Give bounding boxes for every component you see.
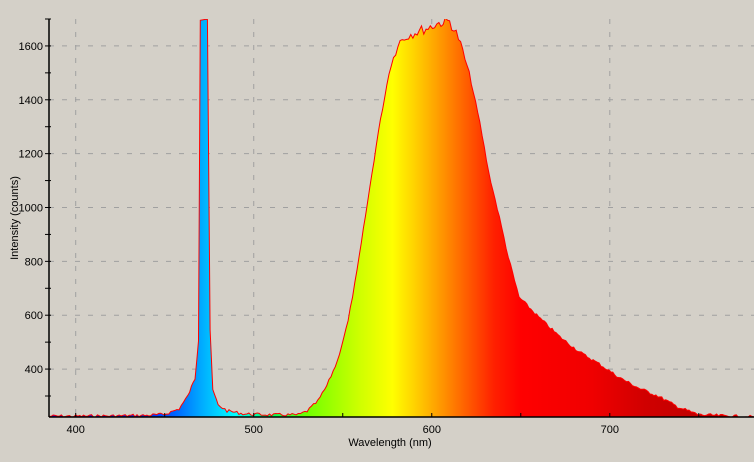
y-tick-label: 400	[25, 364, 43, 376]
axes	[48, 19, 754, 418]
y-tick-label: 1000	[19, 202, 43, 214]
y-tick-label: 600	[25, 310, 43, 322]
y-tick-label: 800	[25, 256, 43, 268]
x-axis-title: Wavelength (nm)	[348, 437, 431, 449]
x-tick-label: 400	[67, 424, 85, 436]
x-tick-label: 600	[423, 424, 441, 436]
spectrum-outline	[49, 19, 754, 417]
x-tick-label: 500	[245, 424, 263, 436]
y-axis-title: Intensity (counts)	[9, 176, 21, 260]
y-axis-ticks: 400 600 800 1000 1200 1400 1600	[19, 18, 51, 397]
y-tick-label: 1400	[19, 95, 43, 107]
y-tick-label: 1200	[19, 149, 43, 161]
y-tick-label: 1600	[19, 41, 43, 53]
x-axis-ticks: 400 500 600 700	[67, 413, 700, 436]
spectrum-area	[49, 19, 754, 417]
x-tick-label: 700	[601, 424, 619, 436]
